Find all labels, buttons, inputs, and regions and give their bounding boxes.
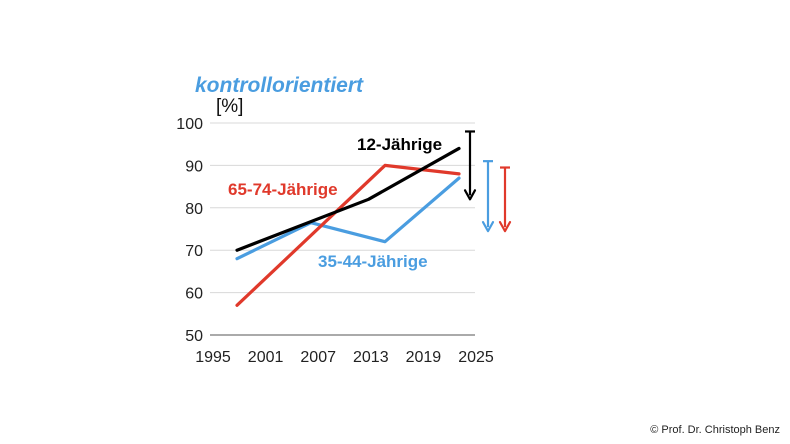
y-tick-label: 60 [185, 286, 203, 303]
series-labels: 12-Jährige 65-74-Jährige 35-44-Jährige [228, 135, 442, 271]
x-tick-label: 2007 [300, 349, 336, 366]
trend-arrows [463, 130, 512, 233]
chart-title: kontrollorientiert [195, 74, 364, 97]
series-label: 35-44-Jährige [318, 252, 428, 271]
x-tick-label: 1995 [195, 349, 231, 366]
copyright-note: © Prof. Dr. Christoph Benz [650, 424, 780, 436]
series-line-12-Jährige [235, 146, 461, 252]
y-tick-label: 80 [185, 201, 203, 218]
y-tick-label: 100 [176, 116, 203, 133]
y-tick-label: 70 [185, 243, 203, 260]
x-tick-label: 2025 [458, 349, 494, 366]
arrow-down-icon [481, 221, 495, 233]
x-tick-label: 2013 [353, 349, 389, 366]
arrow-down-icon [463, 189, 477, 201]
x-ticks: 1995 2001 2007 2013 2019 2025 [195, 349, 494, 366]
series-label: 65-74-Jährige [228, 180, 338, 199]
series-lines [235, 146, 461, 307]
series-label: 12-Jährige [357, 135, 442, 154]
x-tick-label: 2019 [406, 349, 442, 366]
y-tick-label: 90 [185, 158, 203, 175]
y-axis-label: [%] [216, 96, 243, 117]
y-tick-label: 50 [185, 328, 203, 345]
arrow-down-icon [498, 221, 512, 233]
x-tick-label: 2001 [248, 349, 284, 366]
grid [210, 122, 475, 336]
y-ticks: 50 60 70 80 90 100 [176, 116, 203, 345]
series-line-35-44-Jährige [235, 176, 461, 261]
series-line-65-74-Jährige [235, 163, 461, 307]
